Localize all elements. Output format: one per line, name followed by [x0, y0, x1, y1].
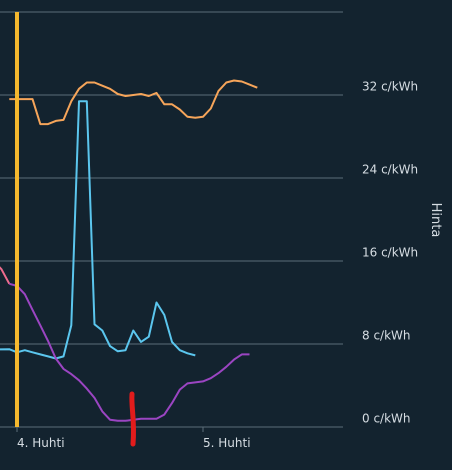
- series-line-1: [9, 79, 258, 126]
- y-axis-title: Hinta: [428, 203, 443, 238]
- x-tick-labels: 4. Huhti 5. Huhti: [16, 427, 251, 450]
- y-tick-label: 8 c/kWh: [362, 329, 411, 343]
- y-tick-labels: 0 c/kWh 8 c/kWh 16 c/kWh 24 c/kWh 32 c/kWh: [362, 80, 418, 426]
- y-tick-label: 16 c/kWh: [362, 246, 418, 260]
- x-tick-label: 5. Huhti: [203, 436, 251, 450]
- y-tick-label: 24 c/kWh: [362, 163, 418, 177]
- series-lines: [0, 79, 258, 422]
- series-line-2: [0, 100, 196, 360]
- gridlines: [0, 11, 343, 428]
- series-line-4: [9, 282, 250, 422]
- series-line-3: [0, 266, 11, 285]
- x-tick-label: 4. Huhti: [17, 436, 65, 450]
- red-scribble-annotation: [129, 391, 137, 447]
- y-tick-label: 32 c/kWh: [362, 80, 418, 94]
- annotation-layer: [129, 391, 137, 447]
- y-tick-label: 0 c/kWh: [362, 412, 411, 426]
